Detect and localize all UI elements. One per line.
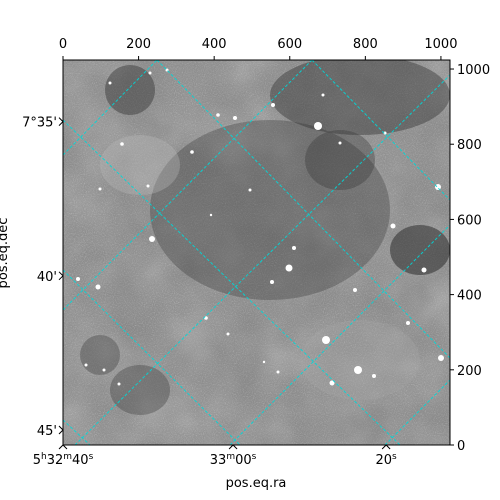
ra-tick-label: 33m00s [210,452,257,468]
ra-tick-mark [381,444,391,450]
x-axis-label: pos.eq.ra [226,476,287,491]
right-tick-label: 400 [457,289,482,304]
pixel-axis-ticks: 0 200 400 600 800 1000 0 200 400 600 800 1000 [59,37,490,454]
grid-line [63,419,91,445]
dec-tick-label: 7°35' [22,116,57,131]
star [190,150,194,154]
dark-region [105,65,155,115]
image-texture [63,60,450,445]
plot-frame [62,59,451,446]
dec-tick-mark [58,271,64,281]
star [353,288,357,292]
grid-line [311,60,450,201]
dec-tick-mark [58,117,64,127]
grid-line [63,119,401,445]
dark-region [110,365,170,415]
star [120,142,124,146]
star [146,184,150,188]
star [435,184,441,190]
star [438,355,444,361]
star-field [76,68,444,386]
star [354,366,362,374]
ra-tick-label: 5h32m40s [33,452,94,468]
star [390,223,396,229]
dec-tick-label: 45' [37,424,57,439]
light-region [300,320,420,400]
right-tick-label: 800 [457,138,482,153]
star [84,363,88,367]
star [76,277,80,281]
top-tick-label: 600 [277,37,302,52]
dec-tick-mark [58,425,64,435]
y-axis-label: pos.eq.dec [0,218,11,289]
top-tick-label: 200 [126,37,151,52]
star [383,131,387,135]
star [285,264,293,272]
ra-tick-mark [228,444,238,450]
coordinate-grid [63,60,450,445]
dark-region [270,60,450,135]
star [108,81,112,85]
star [321,93,325,97]
star [216,113,220,117]
ra-tick-label: 20s [376,452,398,468]
star [314,122,322,130]
star [406,321,410,325]
star [233,116,237,120]
ra-tick-mark [58,444,68,450]
grid-line [63,60,313,311]
dark-region [390,225,450,275]
star [338,141,342,145]
star [271,103,275,107]
star [329,380,335,386]
grid-line [229,224,450,445]
right-tick-label: 200 [457,364,482,379]
star [117,382,121,386]
star [421,267,427,273]
star [322,336,330,344]
light-region [100,135,180,195]
star [98,187,102,191]
grid-line [74,74,450,445]
dark-region [305,130,375,190]
star [270,280,274,284]
star [226,332,230,336]
dec-tick-label: 40' [37,270,57,285]
top-tick-label: 400 [202,37,227,52]
star [262,360,266,364]
star [248,188,252,192]
star [292,246,296,250]
star [102,368,106,372]
star [372,374,376,378]
star [276,370,280,374]
star [149,236,155,242]
world-axis-ticks: 5h32m40s 33m00s 20s 7°35' 40' 45' [22,116,397,468]
dark-region [80,335,120,375]
grid-line [63,60,158,156]
right-tick-label: 1000 [457,63,490,78]
top-tick-label: 0 [59,37,67,52]
star [209,213,213,217]
right-tick-label: 0 [457,439,465,454]
star [95,284,101,290]
top-tick-label: 800 [353,37,378,52]
right-tick-label: 600 [457,213,482,228]
dark-region [150,120,390,300]
top-tick-label: 1000 [424,37,457,52]
grid-line [63,269,241,445]
image-area [63,60,450,445]
star [148,71,152,75]
grid-line [384,379,450,445]
